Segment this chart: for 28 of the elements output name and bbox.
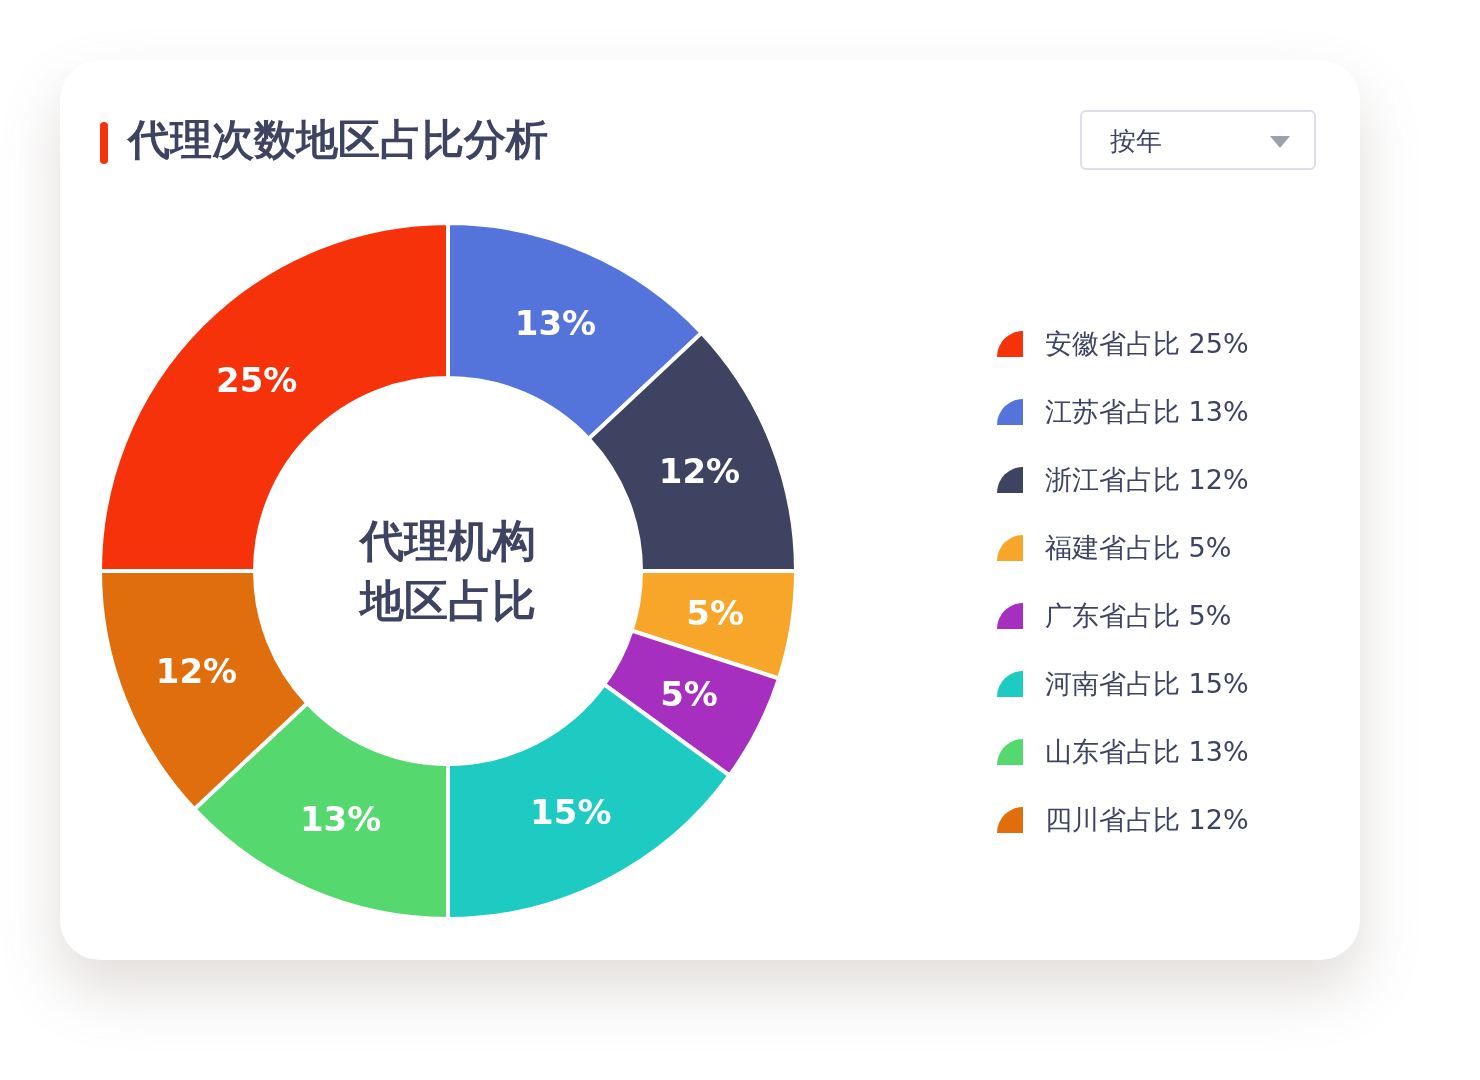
text: 15% [1188, 668, 1249, 699]
data-label: 25% [216, 359, 298, 400]
data-label: 5% [660, 673, 718, 714]
legend-label: 福建省占比 [1045, 532, 1180, 563]
text: 地区占比 [357, 574, 537, 628]
legend-label: 浙江省占比 [1045, 464, 1180, 495]
text: 25% [1188, 328, 1249, 359]
text: 按年 [1110, 125, 1162, 158]
text: 13% [1188, 396, 1249, 427]
data-label: 12% [658, 451, 741, 492]
data-label: 5% [686, 593, 745, 634]
legend-label: 山东省占比 [1045, 736, 1180, 767]
text: 12% [1188, 804, 1249, 835]
data-label: 15% [530, 792, 612, 833]
chart-title: 代理次数地区占比分析 [128, 114, 548, 166]
text: 12% [1188, 464, 1249, 495]
data-label: 13% [514, 302, 597, 343]
legend-label: 河南省占比 [1045, 668, 1180, 699]
data-label: 12% [155, 650, 238, 691]
legend-label: 江苏省占比 [1045, 396, 1180, 427]
legend-label: 广东省占比 [1045, 600, 1180, 631]
text: 5% [1188, 600, 1232, 631]
data-label: 13% [299, 799, 382, 840]
text: 13% [1188, 736, 1249, 767]
text: 5% [1188, 532, 1232, 563]
legend-label: 安徽省占比 [1045, 328, 1180, 359]
text: 代理机构 [358, 514, 537, 568]
legend-label: 四川省占比 [1045, 804, 1180, 835]
